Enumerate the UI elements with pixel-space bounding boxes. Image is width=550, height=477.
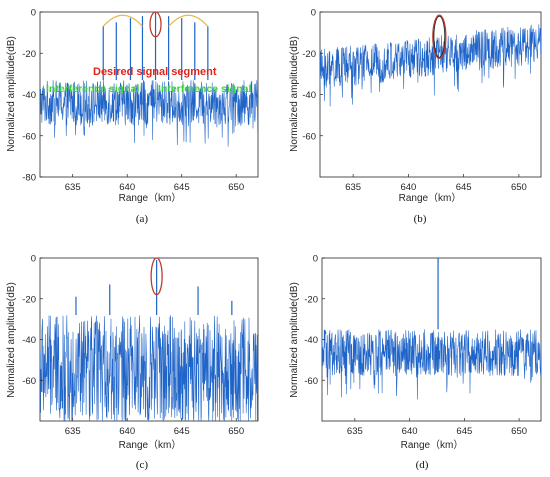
y-tick-label: -60 xyxy=(22,376,36,387)
x-tick-label: 650 xyxy=(511,426,527,437)
y-tick-label: -40 xyxy=(304,335,318,346)
y-tick-label: -60 xyxy=(22,131,36,142)
y-axis-label-b: Normalized amplitude(dB) xyxy=(289,36,300,152)
annotations-c xyxy=(150,257,163,296)
x-axis-label-c: Range（km） xyxy=(119,439,182,451)
annotations-a: Desired signal segment Interference sign… xyxy=(46,11,251,95)
panel-label-b: (b) xyxy=(414,213,427,225)
x-tick-label: 645 xyxy=(174,182,190,193)
panel-label-d: (d) xyxy=(416,459,429,471)
interference-arc-left xyxy=(102,14,143,27)
noise-trace xyxy=(39,315,259,422)
annotation-interference-left: Interference signal xyxy=(46,83,139,95)
panel-c: 635 640 645 650 0 -20 -40 -60 Range（km） Normali… xyxy=(6,254,259,471)
y-tick-label: 0 xyxy=(31,8,36,19)
y-tick-label: -20 xyxy=(22,49,36,60)
y-tick-label: 0 xyxy=(311,8,316,19)
y-tick-label: 0 xyxy=(31,254,36,265)
highlight-ellipse xyxy=(149,11,162,38)
highlight-ellipse xyxy=(433,15,446,58)
plot-area-a xyxy=(39,11,259,178)
x-tick-label: 645 xyxy=(456,426,472,437)
y-tick-label: -20 xyxy=(22,294,36,305)
noise-trace xyxy=(321,329,542,400)
x-tick-label: 635 xyxy=(345,182,361,193)
highlight-ellipse xyxy=(150,257,163,296)
annotations-b xyxy=(432,14,447,60)
x-tick-label: 645 xyxy=(456,182,472,193)
y-tick-label: -40 xyxy=(302,90,316,101)
interference-arc-right xyxy=(168,14,209,27)
y-tick-label: -20 xyxy=(302,49,316,60)
x-tick-label: 640 xyxy=(400,182,416,193)
panel-label-a: (a) xyxy=(136,213,149,225)
x-axis-label-d: Range（km） xyxy=(401,439,464,451)
y-axis-label-c: Normalized amplitude(dB) xyxy=(6,282,17,398)
panel-d: 635 640 645 650 0 -20 -40 -60 Range（km） Normali… xyxy=(289,254,542,471)
panel-b: 635 640 645 650 0 -20 -40 -60 Range（km） Normali… xyxy=(289,8,542,225)
panel-a: 635 640 645 650 0 -20 -40 -60 -80 Desired signal… xyxy=(6,8,259,225)
annotation-desired: Desired signal segment xyxy=(93,66,217,78)
y-tick-label: -60 xyxy=(302,131,316,142)
ticks-a: 635 640 645 650 0 -20 -40 -60 -80 xyxy=(22,8,244,194)
x-tick-label: 640 xyxy=(119,426,135,437)
y-axis-label-a: Normalized amplitude(dB) xyxy=(6,36,17,152)
y-tick-label: -40 xyxy=(22,90,36,101)
highlight-ellipse-outer xyxy=(432,14,447,60)
x-tick-label: 650 xyxy=(228,182,244,193)
signal-trace-d xyxy=(321,258,542,400)
x-tick-label: 635 xyxy=(347,426,363,437)
x-tick-label: 650 xyxy=(511,182,527,193)
x-tick-label: 640 xyxy=(402,426,418,437)
signal-trace-c xyxy=(39,260,259,422)
y-axis-label-d: Normalized amplitude(dB) xyxy=(289,282,300,398)
x-tick-label: 650 xyxy=(228,426,244,437)
y-tick-label: -80 xyxy=(22,173,36,184)
annotation-interference-right: Interference signal xyxy=(158,83,251,95)
y-tick-label: -60 xyxy=(304,376,318,387)
y-tick-label: 0 xyxy=(313,254,318,265)
x-tick-label: 640 xyxy=(119,182,135,193)
ticks-c: 635 640 645 650 0 -20 -40 -60 xyxy=(22,254,244,438)
y-tick-label: -40 xyxy=(22,335,36,346)
noise-trace xyxy=(319,24,542,107)
x-axis-label-b: Range（km） xyxy=(399,192,462,204)
x-axis-label-a: Range（km） xyxy=(119,192,182,204)
x-tick-label: 635 xyxy=(65,426,81,437)
panel-label-c: (c) xyxy=(136,459,149,471)
ticks-b: 635 640 645 650 0 -20 -40 -60 xyxy=(302,8,527,194)
signal-trace-a xyxy=(39,12,259,147)
x-tick-label: 645 xyxy=(174,426,190,437)
ticks-d: 635 640 645 650 0 -20 -40 -60 xyxy=(304,254,527,438)
noise-trace xyxy=(39,80,259,147)
signal-trace-b xyxy=(319,24,542,107)
x-tick-label: 635 xyxy=(65,182,81,193)
y-tick-label: -20 xyxy=(304,294,318,305)
